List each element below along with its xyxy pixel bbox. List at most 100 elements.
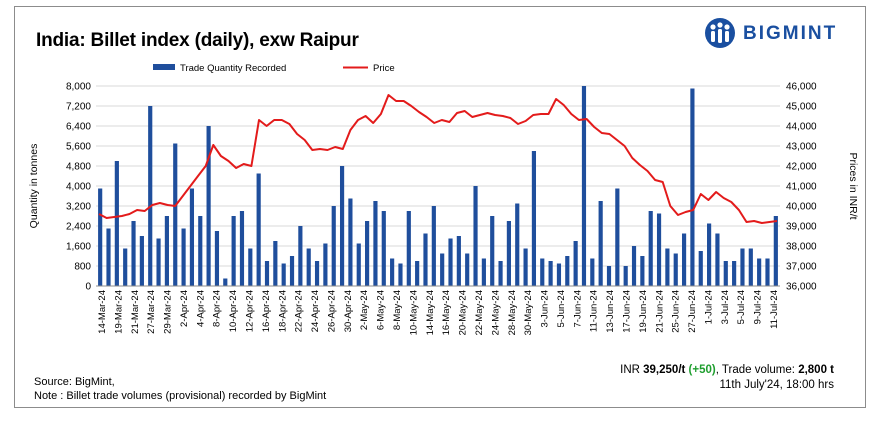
trade-quantity-bar bbox=[665, 248, 670, 286]
x-tick-label: 6-May-24 bbox=[376, 290, 387, 330]
trade-quantity-bar bbox=[231, 216, 236, 286]
trade-quantity-bar bbox=[139, 236, 144, 286]
trade-quantity-bar bbox=[590, 258, 595, 286]
trade-quantity-bar bbox=[606, 266, 612, 286]
trade-quantity-bar bbox=[465, 253, 470, 286]
x-tick-label: 1-Jul-24 bbox=[703, 290, 714, 324]
trade-quantity-bar bbox=[239, 211, 245, 286]
x-tick-label: 14-May-24 bbox=[425, 290, 436, 335]
y-right-tick-label: 40,000 bbox=[786, 202, 817, 213]
y-left-tick-label: 1,600 bbox=[66, 242, 91, 253]
x-tick-label: 13-Jun-24 bbox=[605, 290, 616, 333]
trade-quantity-bar bbox=[598, 201, 603, 286]
trade-quantity-bar bbox=[214, 231, 220, 286]
trade-quantity-bar bbox=[98, 188, 103, 286]
trade-quantity-bar bbox=[540, 258, 545, 286]
trade-quantity-bar bbox=[365, 221, 370, 286]
x-tick-label: 30-May-24 bbox=[523, 290, 534, 335]
trade-quantity-bar bbox=[723, 261, 728, 286]
trade-quantity-bar bbox=[732, 261, 737, 286]
trade-quantity-bar bbox=[715, 233, 720, 286]
trade-quantity-bar bbox=[773, 216, 778, 286]
x-tick-label: 26-Apr-24 bbox=[327, 290, 338, 332]
price-line bbox=[98, 94, 778, 224]
trade-quantity-bar bbox=[673, 253, 678, 286]
trade-quantity-bar bbox=[390, 258, 395, 286]
x-tick-label: 19-Jun-24 bbox=[638, 290, 649, 333]
trade-quantity-bar bbox=[298, 226, 303, 286]
y-right-tick-label: 41,000 bbox=[786, 182, 817, 193]
trade-quantity-bar bbox=[523, 248, 528, 286]
trade-quantity-bar bbox=[415, 261, 420, 286]
summary-volume: 2,800 t bbox=[798, 364, 834, 376]
y-right-tick-label: 43,000 bbox=[786, 142, 817, 153]
summary-line: INR 39,250/t (+50), Trade volume: 2,800 … bbox=[620, 363, 834, 378]
trade-quantity-bar bbox=[106, 228, 111, 286]
x-tick-label: 21-Mar-24 bbox=[130, 290, 141, 334]
x-tick-label: 4-Apr-24 bbox=[195, 290, 206, 327]
trade-quantity-bar bbox=[131, 221, 136, 286]
bigmint-logo-icon bbox=[705, 18, 735, 48]
x-tick-label: 16-May-24 bbox=[441, 290, 452, 335]
x-tick-label: 7-Jun-24 bbox=[572, 290, 583, 328]
trade-quantity-bar bbox=[373, 201, 378, 286]
chart-frame bbox=[14, 6, 866, 408]
x-tick-label: 20-May-24 bbox=[458, 290, 469, 335]
trade-quantity-bar bbox=[748, 248, 753, 286]
trade-quantity-bar bbox=[148, 106, 153, 286]
summary-change: (+50) bbox=[688, 364, 716, 376]
x-tick-label: 10-Apr-24 bbox=[228, 290, 239, 332]
y-right-tick-label: 38,000 bbox=[786, 242, 817, 253]
trade-quantity-bar bbox=[323, 243, 328, 286]
x-tick-label: 3-Jun-24 bbox=[540, 290, 551, 328]
y-right-tick-label: 39,000 bbox=[786, 222, 817, 233]
trade-quantity-bar bbox=[248, 248, 253, 286]
legend-bar-label: Trade Quantity Recorded bbox=[180, 63, 286, 74]
x-tick-label: 19-Mar-24 bbox=[113, 290, 124, 334]
trade-quantity-bar bbox=[348, 198, 353, 286]
y-right-tick-label: 46,000 bbox=[786, 82, 817, 93]
trade-quantity-bar bbox=[581, 86, 587, 286]
summary-price: 39,250/t bbox=[643, 364, 686, 376]
x-tick-label: 22-May-24 bbox=[474, 290, 485, 335]
summary-volume-label: , Trade volume: bbox=[715, 364, 795, 376]
bar-series bbox=[98, 86, 778, 286]
x-tick-label: 8-May-24 bbox=[392, 290, 403, 330]
trade-quantity-bar bbox=[548, 261, 553, 286]
x-tick-label: 9-Jul-24 bbox=[753, 290, 764, 324]
trade-quantity-bar bbox=[331, 206, 336, 286]
y-left-tick-label: 4,800 bbox=[66, 162, 91, 173]
legend-line-label: Price bbox=[373, 63, 395, 74]
x-tick-label: 22-Apr-24 bbox=[294, 290, 305, 332]
trade-quantity-bar bbox=[648, 211, 653, 286]
x-tick-label: 18-Apr-24 bbox=[277, 290, 288, 332]
trade-quantity-bar bbox=[765, 258, 770, 286]
trade-quantity-bar bbox=[264, 261, 270, 286]
trade-quantity-bar bbox=[406, 211, 411, 286]
trade-quantity-bar bbox=[631, 246, 637, 286]
trade-quantity-bar bbox=[498, 261, 503, 286]
x-tick-label: 11-Jul-24 bbox=[769, 290, 780, 329]
trade-quantity-bar bbox=[164, 216, 169, 286]
x-tick-label: 27-Jun-24 bbox=[687, 290, 698, 333]
x-tick-label: 30-Apr-24 bbox=[343, 290, 354, 332]
trade-quantity-bar bbox=[490, 216, 495, 286]
y-right-tick-label: 45,000 bbox=[786, 102, 817, 113]
y-left-tick-label: 6,400 bbox=[66, 122, 91, 133]
trade-quantity-bar bbox=[256, 173, 261, 286]
trade-quantity-bar bbox=[198, 216, 203, 286]
y-axis-right-label: Prices in INR/t bbox=[847, 152, 859, 219]
y-right-tick-label: 42,000 bbox=[786, 162, 817, 173]
trade-quantity-bar bbox=[481, 258, 486, 286]
trade-quantity-bar bbox=[448, 238, 453, 286]
trade-quantity-bar bbox=[698, 251, 703, 286]
summary-currency: INR bbox=[620, 364, 640, 376]
x-tick-label: 2-Apr-24 bbox=[179, 290, 190, 327]
x-tick-label: 11-Jun-24 bbox=[589, 290, 600, 332]
x-tick-label: 24-May-24 bbox=[490, 290, 501, 335]
brand-name: BIGMINT bbox=[743, 23, 838, 44]
trade-quantity-bar bbox=[757, 258, 762, 286]
x-tick-label: 24-Apr-24 bbox=[310, 290, 321, 332]
trade-quantity-bar bbox=[556, 263, 562, 286]
y-left-tick-label: 5,600 bbox=[66, 142, 91, 153]
